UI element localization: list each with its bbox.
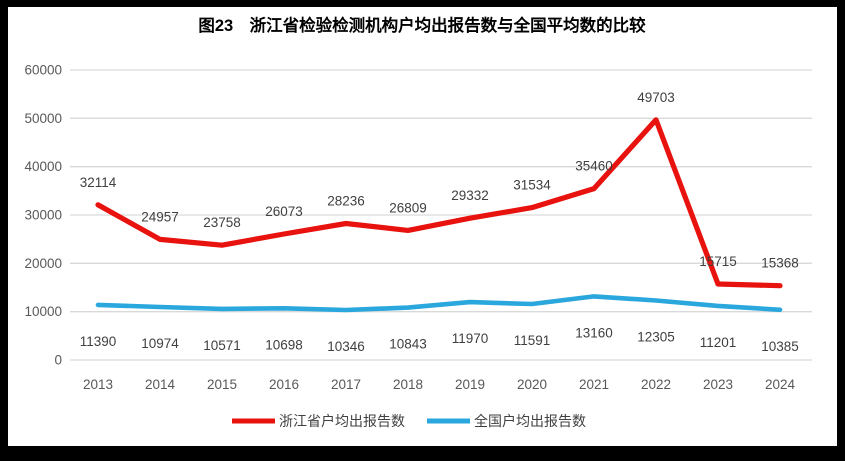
x-tick-label: 2021	[579, 377, 609, 392]
data-label: 10385	[761, 339, 799, 354]
data-label: 10346	[327, 339, 365, 354]
y-tick-label: 60000	[24, 63, 62, 78]
y-tick-label: 30000	[24, 208, 62, 223]
data-label: 10571	[203, 338, 241, 353]
y-tick-label: 10000	[24, 304, 62, 319]
data-label: 12305	[637, 330, 675, 345]
data-label: 28236	[327, 194, 365, 209]
x-tick-label: 2023	[703, 377, 733, 392]
data-label: 31534	[513, 178, 551, 193]
x-tick-label: 2018	[393, 377, 423, 392]
x-tick-label: 2017	[331, 377, 361, 392]
data-label: 49703	[637, 90, 675, 105]
data-label: 24957	[141, 209, 179, 224]
data-label: 10698	[265, 337, 303, 352]
data-label: 26809	[389, 200, 427, 215]
x-tick-label: 2013	[83, 377, 113, 392]
data-label: 35460	[575, 159, 613, 174]
data-label: 13160	[575, 325, 613, 340]
y-tick-label: 40000	[24, 159, 62, 174]
chart-title: 图23 浙江省检验检测机构户均出报告数与全国平均数的比较	[198, 15, 646, 35]
gridlines	[70, 69, 812, 361]
data-label: 26073	[265, 204, 303, 219]
x-tick-label: 2016	[269, 377, 299, 392]
data-label: 11591	[514, 333, 551, 348]
x-tick-label: 2014	[145, 377, 176, 392]
x-tick-label: 2020	[517, 377, 547, 392]
x-tick-label: 2015	[207, 377, 237, 392]
data-label: 11390	[80, 334, 117, 349]
legend-label-national: 全国户均出报告数	[474, 413, 586, 429]
data-label: 15715	[699, 254, 737, 269]
data-label: 11970	[452, 331, 489, 346]
legend: 浙江省户均出报告数 全国户均出报告数	[232, 413, 586, 429]
x-tick-label: 2019	[455, 377, 485, 392]
legend-label-zhejiang: 浙江省户均出报告数	[279, 413, 405, 429]
data-label: 11201	[700, 335, 737, 350]
data-label: 23758	[203, 215, 241, 230]
data-label: 32114	[80, 175, 117, 190]
data-label: 29332	[451, 188, 489, 203]
data-label: 15368	[761, 256, 799, 271]
y-tick-label: 50000	[24, 111, 62, 126]
data-label: 10974	[141, 336, 179, 351]
data-label: 10843	[389, 337, 427, 352]
series-line-1	[95, 294, 783, 313]
data-labels: 32114 24957 23758 26073 28236 26809 29332 31534…	[80, 90, 799, 354]
y-axis-tick-labels: 0 10000 20000 30000 40000 50000 60000	[24, 63, 62, 368]
series-lines	[95, 117, 783, 313]
x-axis-tick-labels: 2013 2014 2015 2016 2017 2018 2019 2020 2021 2022…	[83, 377, 796, 392]
series-line-0	[95, 117, 783, 289]
y-tick-label: 0	[54, 353, 62, 368]
x-tick-label: 2024	[765, 377, 796, 392]
y-tick-label: 20000	[24, 256, 62, 271]
x-tick-label: 2022	[641, 377, 671, 392]
